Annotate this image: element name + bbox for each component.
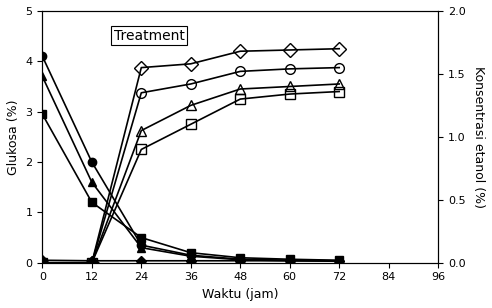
Y-axis label: Konsentrasi etanol (%): Konsentrasi etanol (%) (472, 66, 485, 208)
X-axis label: Waktu (jam): Waktu (jam) (202, 288, 278, 301)
Y-axis label: Glukosa (%): Glukosa (%) (7, 99, 20, 175)
Text: Treatment: Treatment (114, 29, 184, 43)
